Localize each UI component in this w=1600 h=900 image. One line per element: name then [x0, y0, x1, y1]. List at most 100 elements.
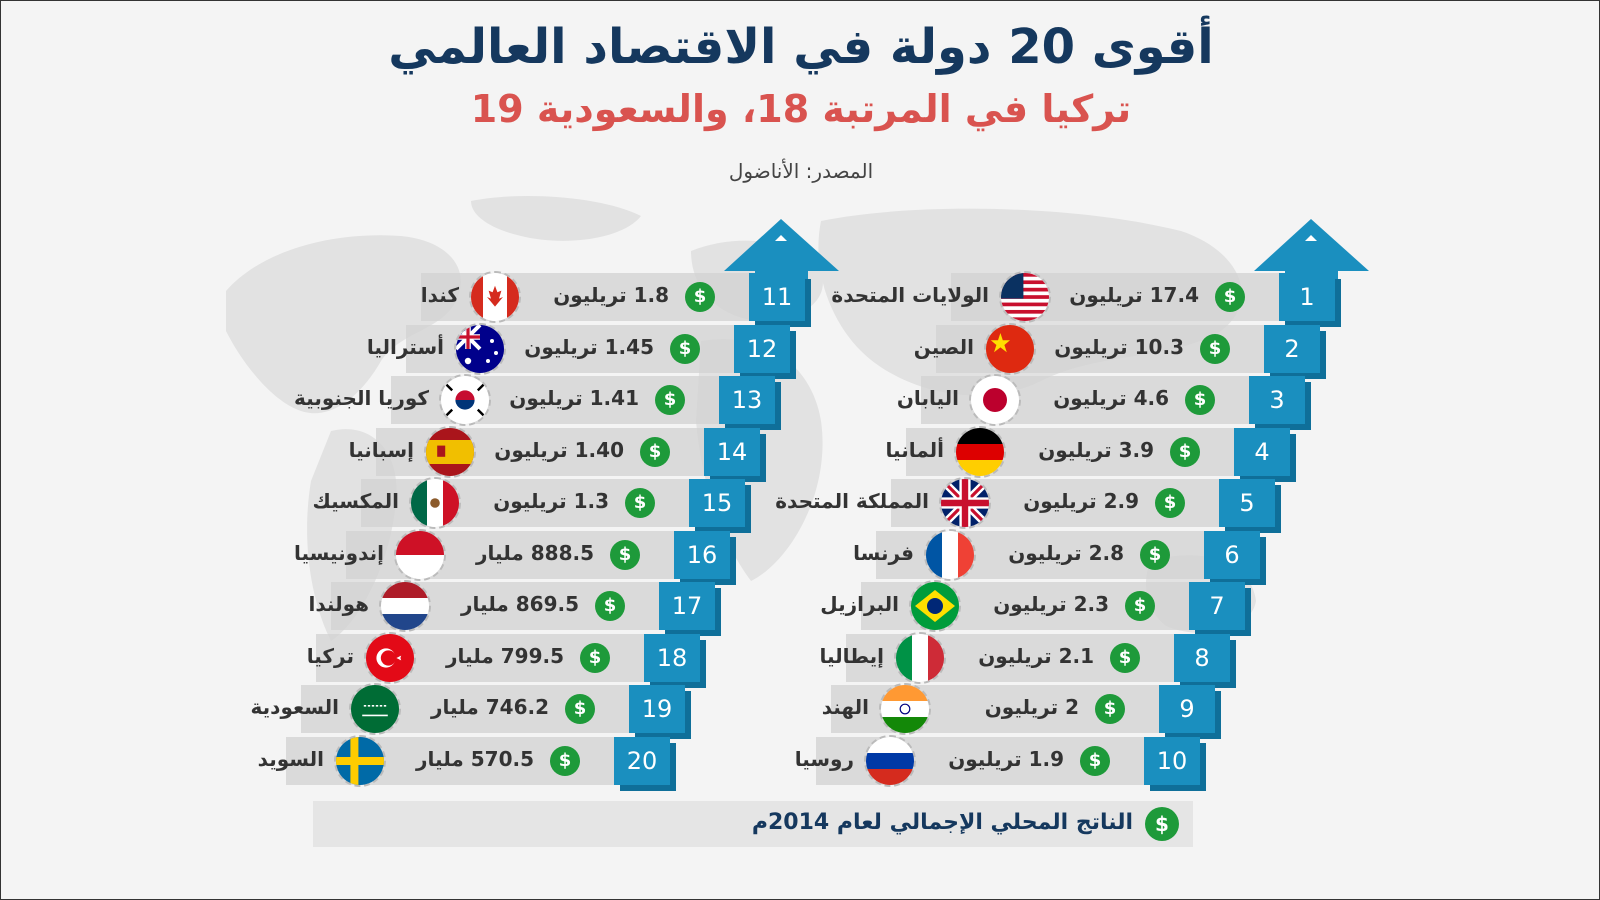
subtitle-turkey-rank: 18 [756, 87, 810, 131]
rank-step: 2 [1264, 324, 1320, 373]
gdp-value: 2.9 تريليون [1023, 489, 1139, 513]
country-name: إيطاليا [819, 643, 884, 668]
country-name: إندونيسيا [293, 540, 384, 565]
dollar-icon: $ [685, 282, 715, 312]
country-name: فرنسا [853, 540, 914, 565]
gdp-value: 869.5 مليار [461, 592, 579, 616]
italy-flag-icon [894, 631, 946, 684]
rank-step: 17 [659, 582, 715, 630]
subtitle-mid: ، والسعودية [523, 87, 757, 131]
rank-step: 19 [629, 685, 685, 733]
ranking-row: 4 $3.9 تريليون ألمانيا [1, 425, 1599, 480]
ranking-row: 19 $746.2 مليار السعودية [1, 683, 1599, 737]
dollar-icon: $ [1215, 282, 1245, 312]
rank-step: 3 [1249, 376, 1305, 424]
gdp-value: 3.9 تريليون [1038, 437, 1154, 462]
arrow-up-icon [724, 219, 839, 281]
dollar-icon: $ [670, 333, 700, 364]
russia-flag-icon [864, 734, 916, 787]
country-name: كوريا الجنوبية [294, 386, 429, 410]
subtitle-saudi-rank: 19 [470, 87, 524, 131]
country-name: المكسيك [312, 489, 399, 513]
ranking-row: 12 $1.45 تريليون أستراليا [1, 322, 1599, 377]
gdp-value: 570.5 مليار [416, 746, 534, 771]
india-flag-icon [879, 683, 931, 735]
dollar-icon: $ [1185, 385, 1215, 415]
turkey-flag-icon [364, 631, 416, 684]
gdp-value: 4.6 تريليون [1053, 386, 1169, 410]
country-name: هولندا [308, 592, 370, 616]
dollar-icon: $ [610, 539, 640, 570]
country-name: السويد [257, 746, 324, 771]
ranking-row: 8 $2.1 تريليون إيطاليا [1, 631, 1599, 686]
germany-flag-icon [954, 425, 1006, 478]
dollar-icon: $ [580, 642, 610, 673]
country-name: أستراليا [366, 334, 444, 359]
country-name: البرازيل [820, 592, 899, 616]
south-korea-flag-icon [439, 374, 491, 426]
dollar-icon: $ [625, 488, 655, 518]
gdp-value: 2 تريليون [984, 695, 1079, 719]
dollar-icon: $ [1110, 642, 1140, 673]
dollar-icon: $ [565, 694, 595, 724]
rank-step: 12 [734, 324, 790, 373]
country-name: ألمانيا [885, 437, 944, 462]
rank-step: 10 [1144, 736, 1200, 785]
indonesia-flag-icon [394, 528, 446, 581]
rank-step: 4 [1234, 427, 1290, 476]
rank-step: 7 [1189, 582, 1245, 630]
netherlands-flag-icon [379, 580, 431, 632]
dollar-icon: $ [1140, 539, 1170, 570]
ranking-row: 16 $888.5 مليار إندونيسيا [1, 528, 1599, 583]
country-name: تركيا [306, 643, 354, 668]
country-name: كندا [420, 283, 459, 307]
country-name: الهند [821, 695, 869, 719]
dollar-icon: $ [655, 385, 685, 415]
france-flag-icon [924, 528, 976, 581]
dollar-icon: $ [640, 436, 670, 467]
page-title: أقوى 20 دولة في الاقتصاد العالمي [388, 19, 1214, 75]
country-name: روسيا [794, 746, 854, 771]
mexico-flag-icon [409, 477, 461, 529]
gdp-value: 799.5 مليار [446, 643, 564, 668]
country-name: الولايات المتحدة [831, 283, 989, 307]
japan-flag-icon [969, 374, 1021, 426]
rank-step: 20 [614, 736, 670, 785]
gdp-value: 1.8 تريليون [553, 283, 669, 307]
country-name: اليابان [896, 386, 959, 410]
dollar-icon: $ [1095, 694, 1125, 724]
ranking-row: 3 $4.6 تريليون اليابان [1, 374, 1599, 428]
page-subtitle: تركيا في المرتبة 18، والسعودية 19 [1, 87, 1599, 131]
gdp-value: 746.2 مليار [431, 695, 549, 719]
rank-step: 9 [1159, 685, 1215, 733]
australia-flag-icon [454, 322, 506, 375]
ranking-row: 9 $2 تريليون الهند [1, 683, 1599, 737]
rank-step: 8 [1174, 633, 1230, 682]
gdp-value: 17.4 تريليون [1069, 283, 1199, 307]
gdp-value: 888.5 مليار [476, 540, 594, 565]
dollar-icon: $ [595, 591, 625, 621]
rank-step: 15 [689, 479, 745, 527]
gdp-value: 1.40 تريليون [494, 437, 624, 462]
legend-label: الناتج المحلي الإجمالي لعام 2014م [751, 810, 1133, 835]
dollar-icon: $ [1155, 488, 1185, 518]
rank-step: 16 [674, 530, 730, 579]
country-name: السعودية [250, 695, 339, 719]
dollar-icon: $ [1170, 436, 1200, 467]
gdp-value: 1.45 تريليون [524, 334, 654, 359]
saudi-flag-icon [349, 683, 401, 735]
rank-step: 14 [704, 427, 760, 476]
us-flag-icon [999, 271, 1051, 323]
gdp-value: 2.1 تريليون [978, 643, 1094, 668]
canada-flag-icon [469, 271, 521, 323]
rank-step: 13 [719, 376, 775, 424]
country-name: الصين [913, 334, 974, 359]
gdp-value: 1.3 تريليون [493, 489, 609, 513]
legend: الناتج المحلي الإجمالي لعام 2014م $ [313, 801, 1193, 847]
ranking-row: 1 $17.4 تريليون الولايات المتحدة [1, 271, 1599, 325]
gdp-value: 1.41 تريليون [509, 386, 639, 410]
rank-step: 11 [749, 273, 805, 321]
rank-step: 1 [1279, 273, 1335, 321]
country-name: المملكة المتحدة [775, 489, 929, 513]
ranking-row: 7 $2.3 تريليون البرازيل [1, 580, 1599, 634]
